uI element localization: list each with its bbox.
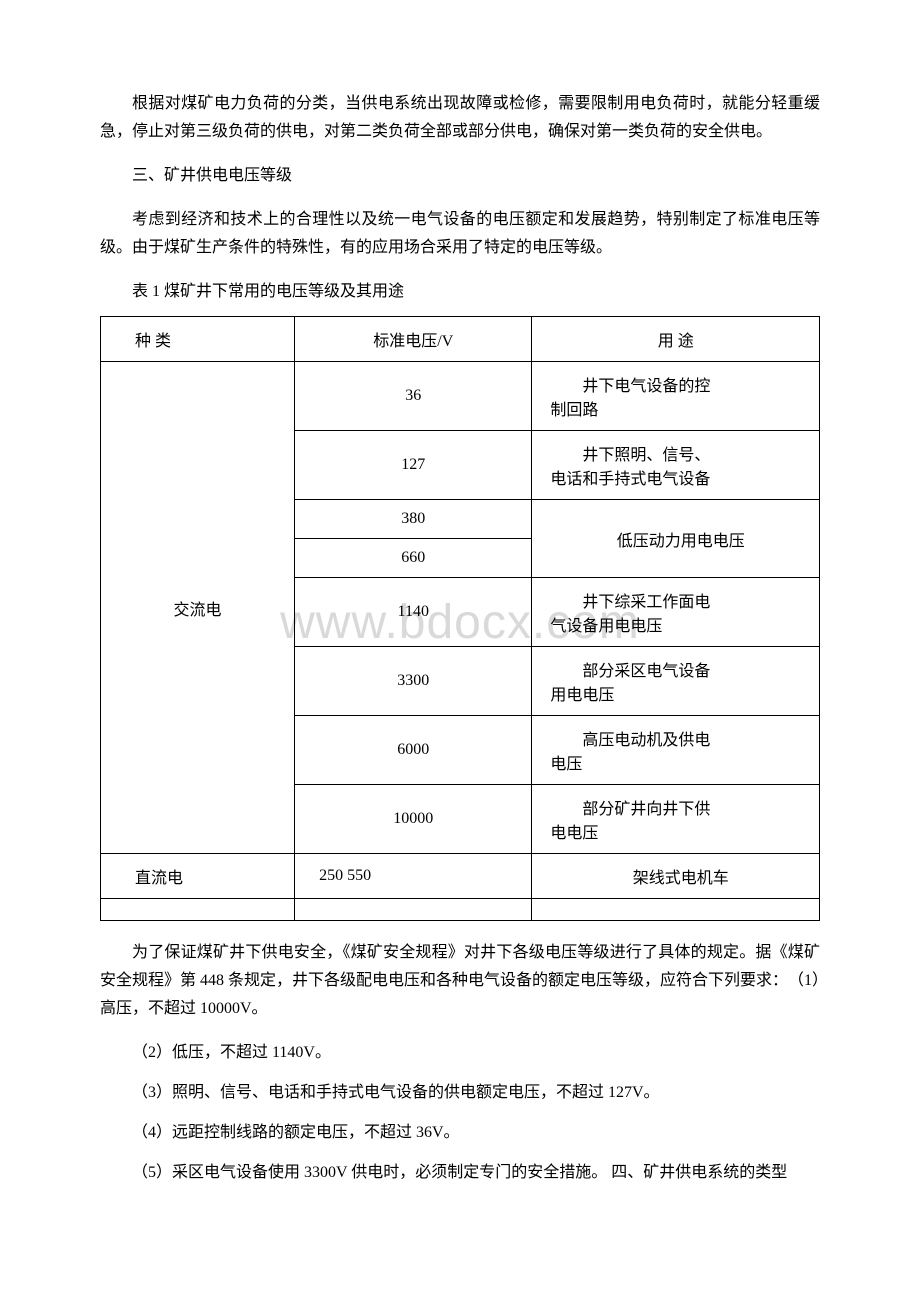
- use-cell: 架线式电机车: [532, 854, 820, 899]
- use-cell: 低压动力用电电压: [532, 500, 820, 578]
- empty-cell: [295, 899, 532, 921]
- use-line: 电电压: [550, 819, 811, 843]
- voltage-cell: 250 550: [295, 854, 532, 899]
- use-line: 高压电动机及供电: [550, 726, 811, 750]
- use-cell: 部分采区电气设备 用电电压: [532, 647, 820, 716]
- table-caption: 表 1 煤矿井下常用的电压等级及其用途: [100, 278, 820, 306]
- voltage-sub: 660: [295, 538, 531, 577]
- use-line: 制回路: [550, 396, 811, 420]
- list-item-5: （5）采区电气设备使用 3300V 供电时，必须制定专门的安全措施。 四、矿井供…: [100, 1159, 820, 1187]
- list-item-4: （4）远距控制线路的额定电压，不超过 36V。: [100, 1119, 820, 1147]
- voltage-sub: 380: [295, 500, 531, 538]
- table-empty-row: [101, 899, 820, 921]
- voltage-cell: 127: [295, 431, 532, 500]
- use-line: 井下电气设备的控: [550, 372, 811, 396]
- table-row: 交流电 36 井下电气设备的控 制回路: [101, 362, 820, 431]
- header-use: 用 途: [532, 317, 820, 362]
- voltage-cell: 1140: [295, 578, 532, 647]
- paragraph-3: 考虑到经济和技术上的合理性以及统一电气设备的电压额定和发展趋势，特别制定了标准电…: [100, 206, 820, 262]
- voltage-cell-split: 380 660: [295, 500, 532, 578]
- section-heading-3: 三、矿井供电电压等级: [100, 162, 820, 190]
- paragraph-4: 为了保证煤矿井下供电安全，《煤矿安全规程》对井下各级电压等级进行了具体的规定。据…: [100, 939, 820, 1023]
- empty-cell: [532, 899, 820, 921]
- use-cell: 井下综采工作面电 气设备用电电压: [532, 578, 820, 647]
- use-line: 用电电压: [550, 681, 811, 705]
- use-cell: 高压电动机及供电 电压: [532, 716, 820, 785]
- empty-cell: [101, 899, 295, 921]
- use-line: 气设备用电电压: [550, 612, 811, 636]
- table-header-row: 种 类 标准电压/V 用 途: [101, 317, 820, 362]
- voltage-cell: 36: [295, 362, 532, 431]
- header-type: 种 类: [101, 317, 295, 362]
- use-line: 部分矿井向井下供: [550, 795, 811, 819]
- use-cell: 部分矿井向井下供 电电压: [532, 785, 820, 854]
- use-line: 井下照明、信号、: [550, 441, 811, 465]
- dc-label-cell: 直流电: [101, 854, 295, 899]
- voltage-cell: 3300: [295, 647, 532, 716]
- list-item-3: （3）照明、信号、电话和手持式电气设备的供电额定电压，不超过 127V。: [100, 1079, 820, 1107]
- header-voltage: 标准电压/V: [295, 317, 532, 362]
- use-cell: 井下照明、信号、 电话和手持式电气设备: [532, 431, 820, 500]
- paragraph-1: 根据对煤矿电力负荷的分类，当供电系统出现故障或检修，需要限制用电负荷时，就能分轻…: [100, 90, 820, 146]
- ac-label-cell: 交流电: [101, 362, 295, 854]
- use-line: 部分采区电气设备: [550, 657, 811, 681]
- use-line: 电话和手持式电气设备: [550, 465, 811, 489]
- voltage-cell: 10000: [295, 785, 532, 854]
- list-item-2: （2）低压，不超过 1140V。: [100, 1039, 820, 1067]
- voltage-table: 种 类 标准电压/V 用 途 交流电 36 井下电气设备的控 制回路 127 井…: [100, 316, 820, 921]
- table-row-dc: 直流电 250 550 架线式电机车: [101, 854, 820, 899]
- use-line: 井下综采工作面电: [550, 588, 811, 612]
- document-body: 根据对煤矿电力负荷的分类，当供电系统出现故障或检修，需要限制用电负荷时，就能分轻…: [100, 90, 820, 1187]
- use-cell: 井下电气设备的控 制回路: [532, 362, 820, 431]
- use-line: 电压: [550, 750, 811, 774]
- voltage-cell: 6000: [295, 716, 532, 785]
